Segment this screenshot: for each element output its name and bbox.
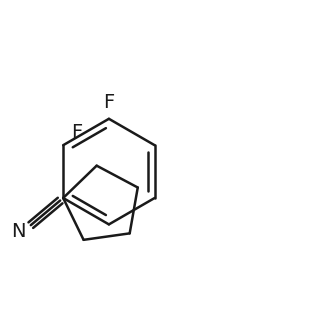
Text: F: F [71,123,82,142]
Text: F: F [103,93,115,113]
Text: N: N [11,222,25,241]
